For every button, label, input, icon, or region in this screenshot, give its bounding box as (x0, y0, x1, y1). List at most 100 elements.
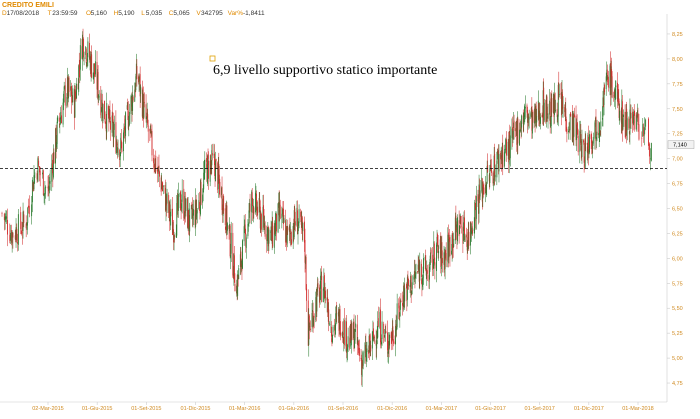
candle-body (585, 142, 587, 145)
candle-body (433, 243, 435, 261)
candle-body (591, 139, 593, 143)
candle-body (621, 99, 623, 124)
candle-body (370, 345, 372, 352)
candle-body (620, 109, 622, 123)
candle-body (164, 185, 166, 187)
candle-body (221, 187, 222, 195)
candle-body (195, 199, 197, 215)
candle-body (244, 224, 246, 230)
candle-body (408, 279, 409, 286)
candle-body (516, 120, 518, 145)
candle-body (286, 226, 288, 246)
candle-body (274, 225, 276, 235)
candle-body (322, 288, 324, 303)
candle-body (430, 252, 432, 260)
candle-body (308, 317, 310, 345)
candle-body (248, 210, 250, 224)
candle-body (482, 184, 484, 189)
candle-body (380, 340, 382, 345)
candle-body (79, 45, 81, 70)
candle-body (541, 115, 543, 117)
candle-body (96, 61, 98, 90)
candle-body (420, 263, 422, 277)
candle-body (523, 116, 525, 126)
candle-body (67, 76, 69, 99)
candle-body (398, 305, 400, 317)
candle-body (538, 110, 540, 120)
candle-body (426, 270, 428, 274)
candle-body (311, 313, 313, 327)
candle-body (72, 88, 74, 103)
y-tick-label: 7,75 (672, 82, 683, 88)
candle-body (85, 49, 87, 63)
candle-body (466, 237, 468, 251)
candle-body (226, 223, 228, 231)
candle-body (334, 324, 336, 331)
candle-body (177, 196, 179, 211)
candle-body (165, 187, 166, 211)
candle-body (16, 228, 18, 242)
candle-body (394, 341, 396, 344)
candle-body (37, 158, 39, 182)
candle-body (191, 203, 193, 207)
candle-body (454, 217, 456, 241)
candle-body (528, 116, 530, 118)
candle-body (365, 344, 367, 362)
candle-body (568, 129, 570, 132)
candle-body (342, 332, 344, 336)
candle-body (162, 188, 164, 190)
candle-body (577, 128, 579, 134)
candle-body (138, 82, 140, 84)
candle-body (365, 351, 367, 362)
y-tick-label: 4,75 (672, 381, 683, 387)
candle-body (142, 94, 144, 120)
candle-body (524, 107, 526, 109)
candle-body (232, 273, 234, 278)
candle-body (392, 339, 394, 344)
candle-body (373, 336, 375, 341)
candle-body (621, 101, 623, 131)
candle-body (110, 120, 111, 130)
candle-body (447, 234, 449, 262)
candle-body (448, 239, 450, 258)
candle-body (489, 164, 491, 169)
candle-body (399, 300, 401, 310)
candle-body (125, 112, 127, 137)
candle-body (232, 232, 234, 276)
candle-body (426, 271, 428, 278)
candle-body (346, 321, 347, 353)
candle-body (521, 115, 523, 128)
candle-body (240, 251, 242, 267)
candle-body (447, 232, 449, 260)
candle-body (492, 172, 494, 184)
candle-body (425, 269, 427, 276)
candle-body (153, 158, 155, 164)
candle-body (632, 123, 634, 125)
candle-body (542, 90, 544, 117)
candle-body (587, 136, 589, 154)
candle-body (438, 251, 440, 254)
candle-body (12, 232, 14, 238)
candle-body (383, 323, 385, 334)
candle-body (339, 309, 340, 330)
candle-body (9, 234, 11, 241)
candle-body (535, 105, 537, 122)
candle-body (422, 278, 423, 287)
candle-body (207, 155, 208, 184)
x-tick-label: 01-Giu-2015 (82, 406, 113, 412)
candle-body (325, 290, 326, 298)
candle-body (387, 351, 389, 354)
candle-body (309, 328, 311, 330)
candle-body (81, 46, 83, 59)
last-price-label: 7,140 (673, 143, 687, 149)
candle-body (287, 227, 289, 231)
candle-body (538, 103, 540, 120)
candle-body (251, 191, 253, 213)
candle-body (562, 107, 564, 109)
candle-body (214, 153, 215, 166)
candle-body (481, 177, 483, 192)
candle-body (122, 132, 124, 152)
candle-body (82, 34, 83, 60)
candle-body (76, 83, 78, 99)
candle-body (411, 291, 413, 294)
